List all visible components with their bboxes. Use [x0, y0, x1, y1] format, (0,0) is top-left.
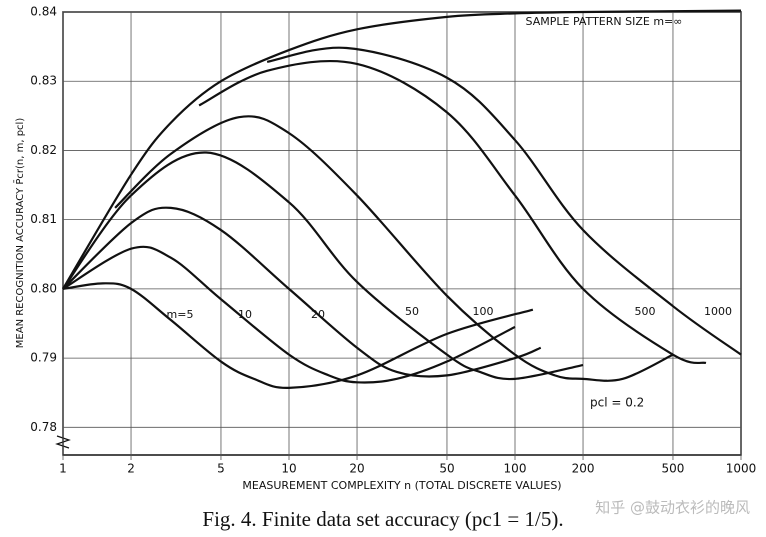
y-tick-label: 0.83	[30, 74, 57, 88]
caption: Fig. 4. Finite data set accuracy (pc1 = …	[202, 507, 563, 531]
series-label: 1000	[704, 305, 732, 318]
series-label: m=5	[167, 308, 194, 321]
series-label: 50	[405, 305, 419, 318]
x-tick-label: 50	[439, 462, 454, 476]
watermark: 知乎 @鼓动衣衫的晚风	[595, 499, 750, 517]
series-label: 20	[311, 308, 325, 321]
y-tick-label: 0.81	[30, 212, 57, 226]
curve	[62, 206, 542, 378]
y-tick-label: 0.79	[30, 351, 57, 365]
x-tick-label: 100	[504, 462, 527, 476]
x-tick-label: 200	[572, 462, 595, 476]
x-tick-label: 1	[59, 462, 67, 476]
annotation: pcl = 0.2	[590, 396, 644, 410]
x-tick-label: 5	[217, 462, 225, 476]
curve	[114, 115, 674, 382]
series-label: SAMPLE PATTERN SIZE m=∞	[526, 15, 683, 28]
x-axis-label: MEASUREMENT COMPLEXITY n (TOTAL DISCRETE…	[242, 479, 561, 492]
y-tick-label: 0.82	[30, 143, 57, 157]
y-tick-label: 0.80	[30, 281, 57, 295]
x-tick-label: 20	[349, 462, 364, 476]
curve	[62, 151, 584, 381]
series-label: 10	[238, 308, 252, 321]
x-tick-label: 2	[127, 462, 135, 476]
plot-frame	[62, 11, 742, 456]
curve	[62, 245, 516, 384]
x-tick-label: 500	[662, 462, 685, 476]
y-axis-label: MEAN RECOGNITION ACCURACY P̄cr(n, m, pcl…	[13, 118, 26, 349]
x-tick-label: 10	[281, 462, 296, 476]
y-tick-label: 0.84	[30, 5, 57, 19]
series-label: 500	[635, 305, 656, 318]
series-label: 100	[473, 305, 494, 318]
curve	[62, 282, 534, 389]
curve	[266, 46, 742, 356]
curve	[62, 9, 742, 290]
x-tick-label: 1000	[726, 462, 757, 476]
curve	[198, 59, 707, 365]
y-tick-label: 0.78	[30, 420, 57, 434]
